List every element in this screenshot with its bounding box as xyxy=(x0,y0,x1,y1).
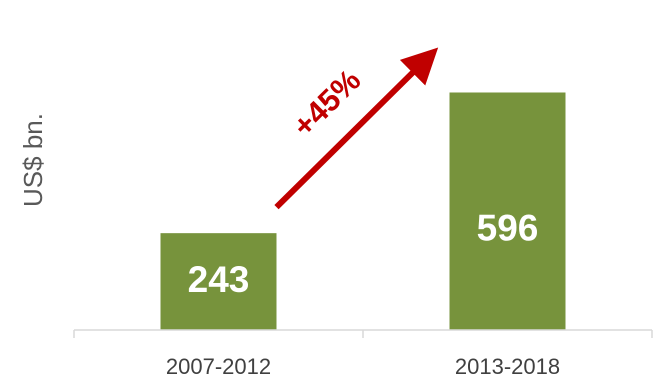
growth-arrow xyxy=(274,47,439,210)
x-tick-label: 2007-2012 xyxy=(166,354,271,379)
x-tick-labels-group: 2007-2012 2013-2018 xyxy=(166,354,560,379)
bar-2007-2012 xyxy=(160,233,277,330)
y-axis-label: US$ bn. xyxy=(18,113,48,207)
bar-value-label: 596 xyxy=(477,207,539,248)
x-tick-label: 2013-2018 xyxy=(455,354,560,379)
bars-group xyxy=(160,92,566,330)
x-ticks-group xyxy=(73,330,653,338)
bar-labels-group: 243 596 xyxy=(188,207,539,300)
bar-2013-2018 xyxy=(449,92,566,330)
bar-value-label: 243 xyxy=(188,259,250,300)
